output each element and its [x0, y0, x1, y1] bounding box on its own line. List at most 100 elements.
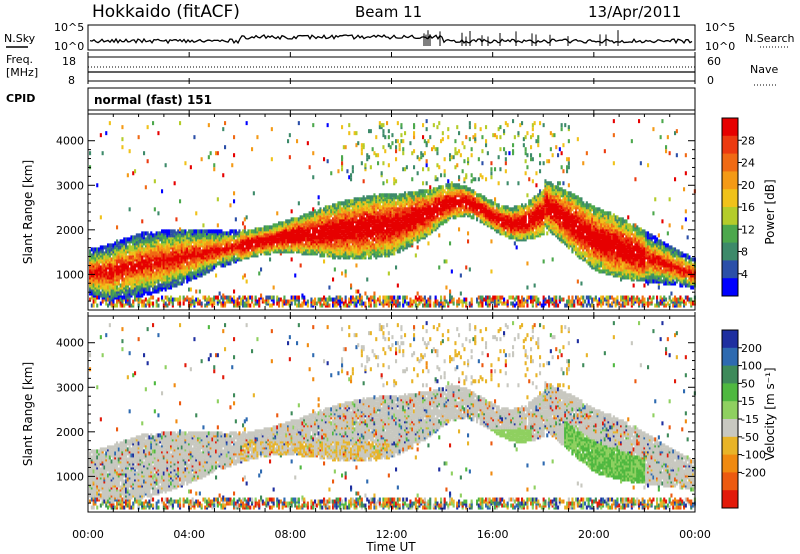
- power-cell: [270, 225, 273, 230]
- power-cell: [90, 289, 93, 294]
- power-cell: [155, 299, 158, 304]
- power-cell: [229, 229, 232, 234]
- power-cell: [121, 239, 124, 244]
- power-cell: [128, 239, 131, 244]
- power-cell: [152, 237, 155, 242]
- power-cell: [218, 255, 221, 260]
- power-cell: [285, 219, 288, 224]
- power-cell: [168, 259, 171, 264]
- power-cell: [400, 133, 403, 138]
- power-cell: [229, 235, 232, 240]
- power-cell: [132, 263, 135, 268]
- power-cell: [422, 135, 425, 140]
- power-cell: [137, 249, 140, 254]
- power-cell: [98, 273, 101, 278]
- power-cell: [114, 251, 117, 256]
- power-cell: [132, 279, 135, 284]
- power-cell: [134, 249, 137, 254]
- power-cell: [157, 131, 160, 136]
- power-cell: [177, 271, 180, 276]
- power-cell: [422, 181, 425, 186]
- power-cell: [141, 271, 144, 276]
- power-cell: [148, 241, 151, 246]
- power-cell: [170, 233, 173, 238]
- power-cell: [333, 301, 336, 306]
- power-cell: [236, 253, 239, 258]
- power-cell: [431, 189, 434, 194]
- power-cell: [393, 299, 396, 304]
- power-cell: [152, 269, 155, 274]
- power-cell: [159, 233, 162, 238]
- power-cell: [153, 239, 156, 244]
- power-cell: [179, 243, 182, 248]
- power-cell: [125, 237, 128, 242]
- power-cell: [220, 261, 223, 266]
- power-cell: [161, 297, 164, 302]
- power-cell: [96, 247, 99, 252]
- power-cell: [281, 303, 284, 308]
- power-cell: [177, 229, 180, 234]
- power-cell: [391, 295, 394, 300]
- power-cell: [274, 245, 277, 250]
- power-cell: [132, 267, 135, 272]
- power-cell: [202, 265, 205, 270]
- power-cell: [225, 245, 228, 250]
- power-cell: [440, 185, 443, 190]
- power-cell: [116, 301, 119, 306]
- power-cell: [168, 273, 171, 278]
- power-cell: [209, 249, 212, 254]
- power-cell: [114, 295, 117, 300]
- power-cell: [211, 229, 214, 234]
- power-cell: [171, 233, 174, 238]
- power-cell: [411, 225, 414, 230]
- power-cell: [189, 267, 192, 272]
- power-cell: [294, 217, 297, 222]
- power-cell: [159, 243, 162, 248]
- power-cell: [101, 151, 104, 156]
- power-cell: [198, 273, 201, 278]
- power-cell: [99, 301, 102, 306]
- power-cell: [137, 261, 140, 266]
- power-cell: [159, 253, 162, 258]
- power-cell: [94, 277, 97, 282]
- power-cell: [297, 217, 300, 222]
- power-cell: [357, 289, 360, 294]
- power-cell: [114, 279, 117, 284]
- power-cell: [188, 251, 191, 256]
- power-cell: [139, 257, 142, 262]
- power-cell: [94, 273, 97, 278]
- freq-panel-frame: [87, 56, 696, 82]
- power-cell: [215, 231, 218, 236]
- power-cell: [89, 273, 92, 278]
- power-cell: [150, 251, 153, 256]
- power-cell: [206, 303, 209, 308]
- power-cell: [143, 249, 146, 254]
- power-cell: [211, 297, 214, 302]
- power-cell: [389, 207, 392, 212]
- power-cell: [116, 295, 119, 300]
- power-cell: [387, 193, 390, 198]
- power-cell: [179, 297, 182, 302]
- power-cell: [164, 283, 167, 288]
- power-cell: [281, 221, 284, 226]
- power-cell: [159, 245, 162, 250]
- power-cell: [344, 273, 347, 278]
- power-cell: [218, 241, 221, 246]
- power-cell: [141, 301, 144, 306]
- power-cell: [227, 259, 230, 264]
- power-cell: [197, 301, 200, 306]
- power-cell: [423, 199, 426, 204]
- power-cell: [296, 295, 299, 300]
- power-cell: [186, 297, 189, 302]
- power-cell: [411, 191, 414, 196]
- power-cell: [177, 241, 180, 246]
- power-cell: [227, 241, 230, 246]
- power-cell: [184, 259, 187, 264]
- power-cell: [148, 279, 151, 284]
- power-cell: [143, 259, 146, 264]
- power-cell: [234, 239, 237, 244]
- power-cell: [423, 189, 426, 194]
- power-cell: [112, 297, 115, 302]
- power-cell: [137, 245, 140, 250]
- power-cell: [332, 217, 335, 222]
